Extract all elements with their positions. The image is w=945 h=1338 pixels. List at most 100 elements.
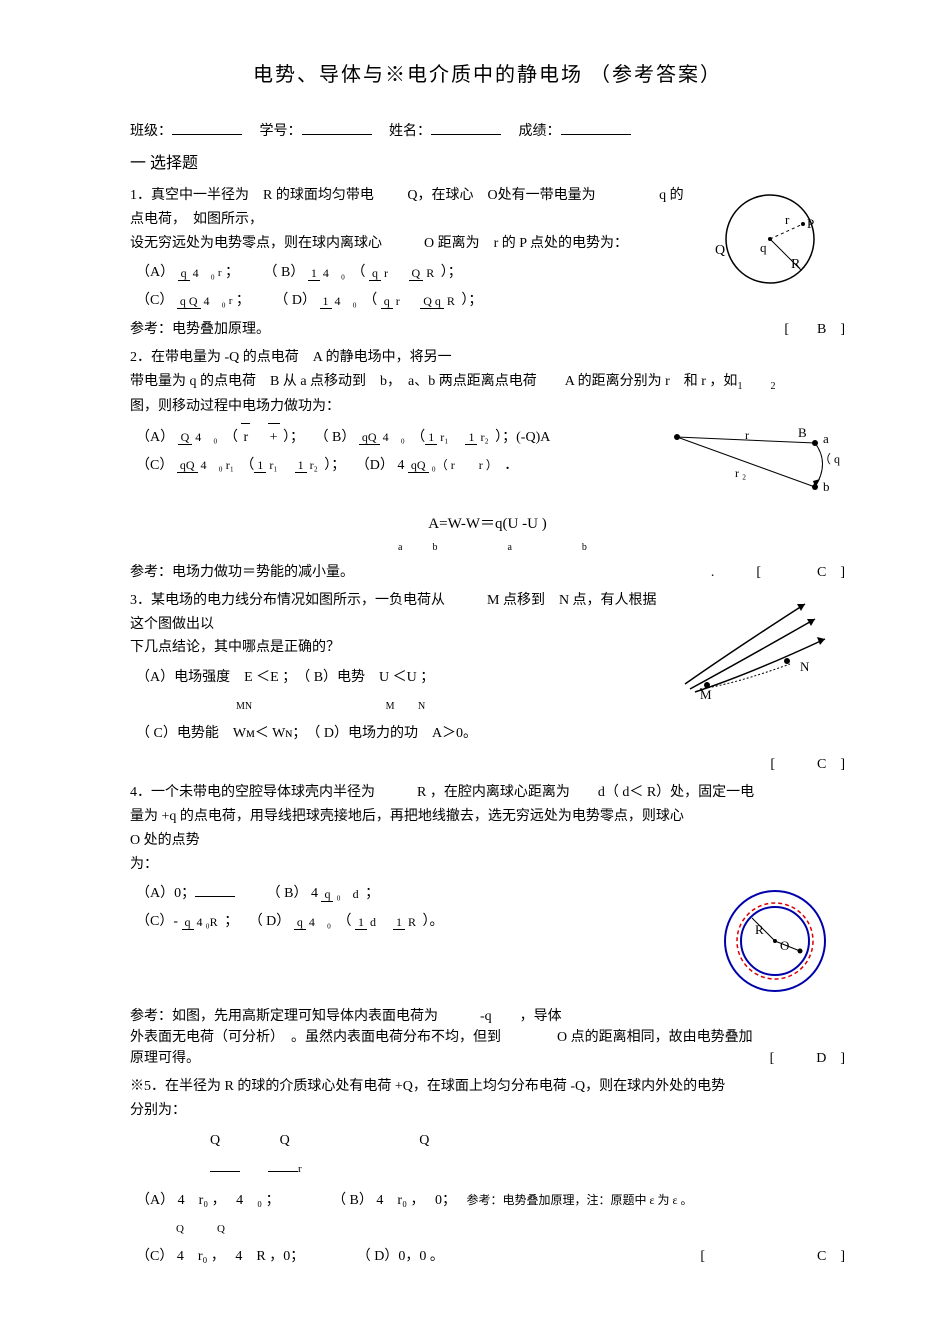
blank-score — [561, 120, 631, 135]
q3-subN: N — [418, 701, 425, 712]
q5A-4r: 4 r₀ — [178, 1193, 209, 1208]
svg-text:r ₂: r ₂ — [735, 466, 746, 480]
q4-optD: （ D） — [249, 914, 291, 929]
q5-optD: （ D）0，0 。 — [357, 1249, 444, 1264]
svg-text:b: b — [823, 479, 830, 494]
q5B-0: 0； — [435, 1193, 449, 1208]
q3-optA: （A）电场强度 E ＜E ； （ B）电势 U ＜U ； — [136, 670, 434, 685]
q1-C-num: q Q — [177, 294, 201, 309]
q4-ref1: 参考：如图，先用高斯定理可知导体内表面电荷为 -q ，导体 — [130, 1006, 845, 1027]
label-score: 成绩： — [519, 124, 561, 139]
q2C-qQ: qQ — [177, 458, 198, 473]
q4D-mid: （ — [338, 914, 352, 929]
q2-optB: （ B） — [315, 430, 356, 445]
q5C-c: ， — [211, 1249, 218, 1264]
q4D-q: q — [294, 915, 306, 930]
question-2: 2．在带电量为 -Q 的点电荷 A 的静电场中，将另一 带电量为 q 的点电荷 … — [130, 346, 845, 582]
q2B-qQ: qQ — [359, 430, 380, 445]
q2A-den: 4 ₀ — [192, 430, 220, 444]
q1-optC: （C） — [136, 293, 173, 308]
q4-optA: （A）0； — [136, 886, 195, 901]
q5C-4R: 4 R — [235, 1249, 265, 1264]
q1-B-suf: ）； — [441, 265, 462, 280]
svg-text:O: O — [780, 938, 789, 953]
q3-answer: [ C ] — [770, 757, 845, 772]
q1-optD: （ D） — [274, 293, 316, 308]
q4B-suf: ； — [365, 886, 379, 901]
q1-D-mid: （ — [363, 293, 377, 308]
q5A-suf: ； — [266, 1193, 273, 1208]
q4C-suf: ； — [224, 914, 231, 929]
q3-text-2: 下几点结论，其中哪点是正确的？ — [130, 640, 340, 655]
blank-name — [431, 120, 501, 135]
q2D-4: 4 — [397, 458, 404, 473]
q5C-0: ，0； — [269, 1249, 297, 1264]
svg-text:M: M — [700, 687, 712, 699]
q2A-suf: ）； — [283, 430, 297, 445]
q2A-r: （ r + ）； — [224, 430, 297, 445]
q2C-den: 4 ₀ r₁ — [198, 458, 237, 472]
q4-text-1: 4．一个未带电的空腔导体球壳内半径为 R ，在腔内离球心距离为 d（ d＜ R）… — [130, 785, 754, 800]
q4-ref3: 原理可得。 — [130, 1048, 200, 1069]
q5-optA: （A） — [136, 1193, 174, 1208]
q1-A-num: q — [178, 266, 190, 281]
q1-fig-r: r — [785, 212, 790, 227]
q1-fig-q: q — [760, 240, 767, 255]
q1-D-R: R — [444, 294, 458, 308]
q1-text-1b: Q，在球心 O处有一带电量为 — [407, 188, 595, 203]
q1-fig-R: R — [791, 257, 801, 272]
q5-optC: （C） — [136, 1249, 173, 1264]
q1-fig-P: P — [807, 216, 814, 231]
q1-text-1: 1．真空中一半径为 R 的球面均匀带电 — [130, 188, 374, 203]
q1-D-r: r — [393, 294, 403, 308]
q2-optD: （D） — [356, 458, 394, 473]
q1-D-Q: Q q — [420, 294, 444, 309]
q1-D-suf: ）； — [461, 293, 482, 308]
q5-Q3: Q — [419, 1133, 429, 1148]
q4-text-2: 量为 +q 的点电荷，用导线把球壳接地后，再把地线撤去，选无穷远处为电势零点，则… — [130, 809, 684, 824]
svg-text:N: N — [800, 659, 810, 674]
blank-class — [172, 120, 242, 135]
q3-optC: （ C）电势能 Wᴍ＜ Wɴ； （ D）电场力的功 A＞0。 — [136, 726, 477, 741]
q2-formula: A=W-W＝q(U -U ) ab a b — [130, 513, 845, 558]
q1-A-r: r — [218, 267, 222, 279]
q4D-den: 4 ₀ — [306, 915, 334, 929]
section-1-heading: 一 选择题 — [130, 152, 845, 176]
q5-answer: [ C ] — [700, 1243, 845, 1271]
q2D-qQ: qQ — [408, 458, 429, 473]
q3-subM: M — [386, 701, 395, 712]
q5A-c: ， — [212, 1193, 219, 1208]
q3-subMN: MN — [236, 701, 252, 712]
q1-B-r: r — [381, 266, 391, 280]
q2B-den: 4 ₀ — [380, 430, 408, 444]
q5C-4r: 4 r₀ — [177, 1249, 208, 1264]
q1-optB: （ B） — [263, 265, 304, 280]
q4-text-3: O 处的点势 — [130, 833, 200, 848]
q2-ref: 参考：电场力做功＝势能的减小量。 — [130, 562, 354, 583]
q5-optB: （ B） — [332, 1193, 373, 1208]
q1-A-den: 4 ₀ — [190, 266, 218, 280]
q5-Q2: Q — [280, 1133, 290, 1148]
svg-text:a: a — [823, 431, 829, 446]
label-name: 姓名： — [389, 124, 431, 139]
q4-optB: （ B） — [267, 886, 308, 901]
q2-text-1: 2．在带电量为 -Q 的点电荷 A 的静电场中，将另一 — [130, 350, 452, 365]
q4D-suf: ）。 — [423, 914, 444, 929]
q1-B-Q: Q — [409, 266, 424, 281]
q5-text-2: 分别为： — [130, 1103, 186, 1118]
q1-C-r: r — [229, 295, 233, 307]
q1-C-den: 4 ₀ — [201, 294, 229, 308]
page-title: 电势、导体与※电介质中的静电场 （参考答案） — [130, 60, 845, 90]
question-1: r P Q q R 1．真空中一半径为 R 的球面均匀带电 Q，在球心 O处有一… — [130, 184, 845, 340]
q4-ref2: 外表面无电荷（可分析） 。虽然内表面电荷分布不均，但到 O 点的距离相同，故由电… — [130, 1027, 753, 1048]
q4-figure: R O — [705, 876, 845, 1006]
svg-text:B: B — [798, 425, 807, 440]
q4B-den: ₀ d — [333, 887, 361, 901]
q1-fig-Q: Q — [715, 243, 725, 258]
q4B-4: 4 — [311, 886, 318, 901]
q5-Q1: Q — [210, 1133, 220, 1148]
q2-figure: B a r r ₂ b （ q — [665, 419, 845, 509]
q1-B-den: 4 ₀ — [320, 266, 348, 280]
q2D-suf: ． — [504, 458, 518, 473]
q4-text-4: 为： — [130, 857, 158, 872]
